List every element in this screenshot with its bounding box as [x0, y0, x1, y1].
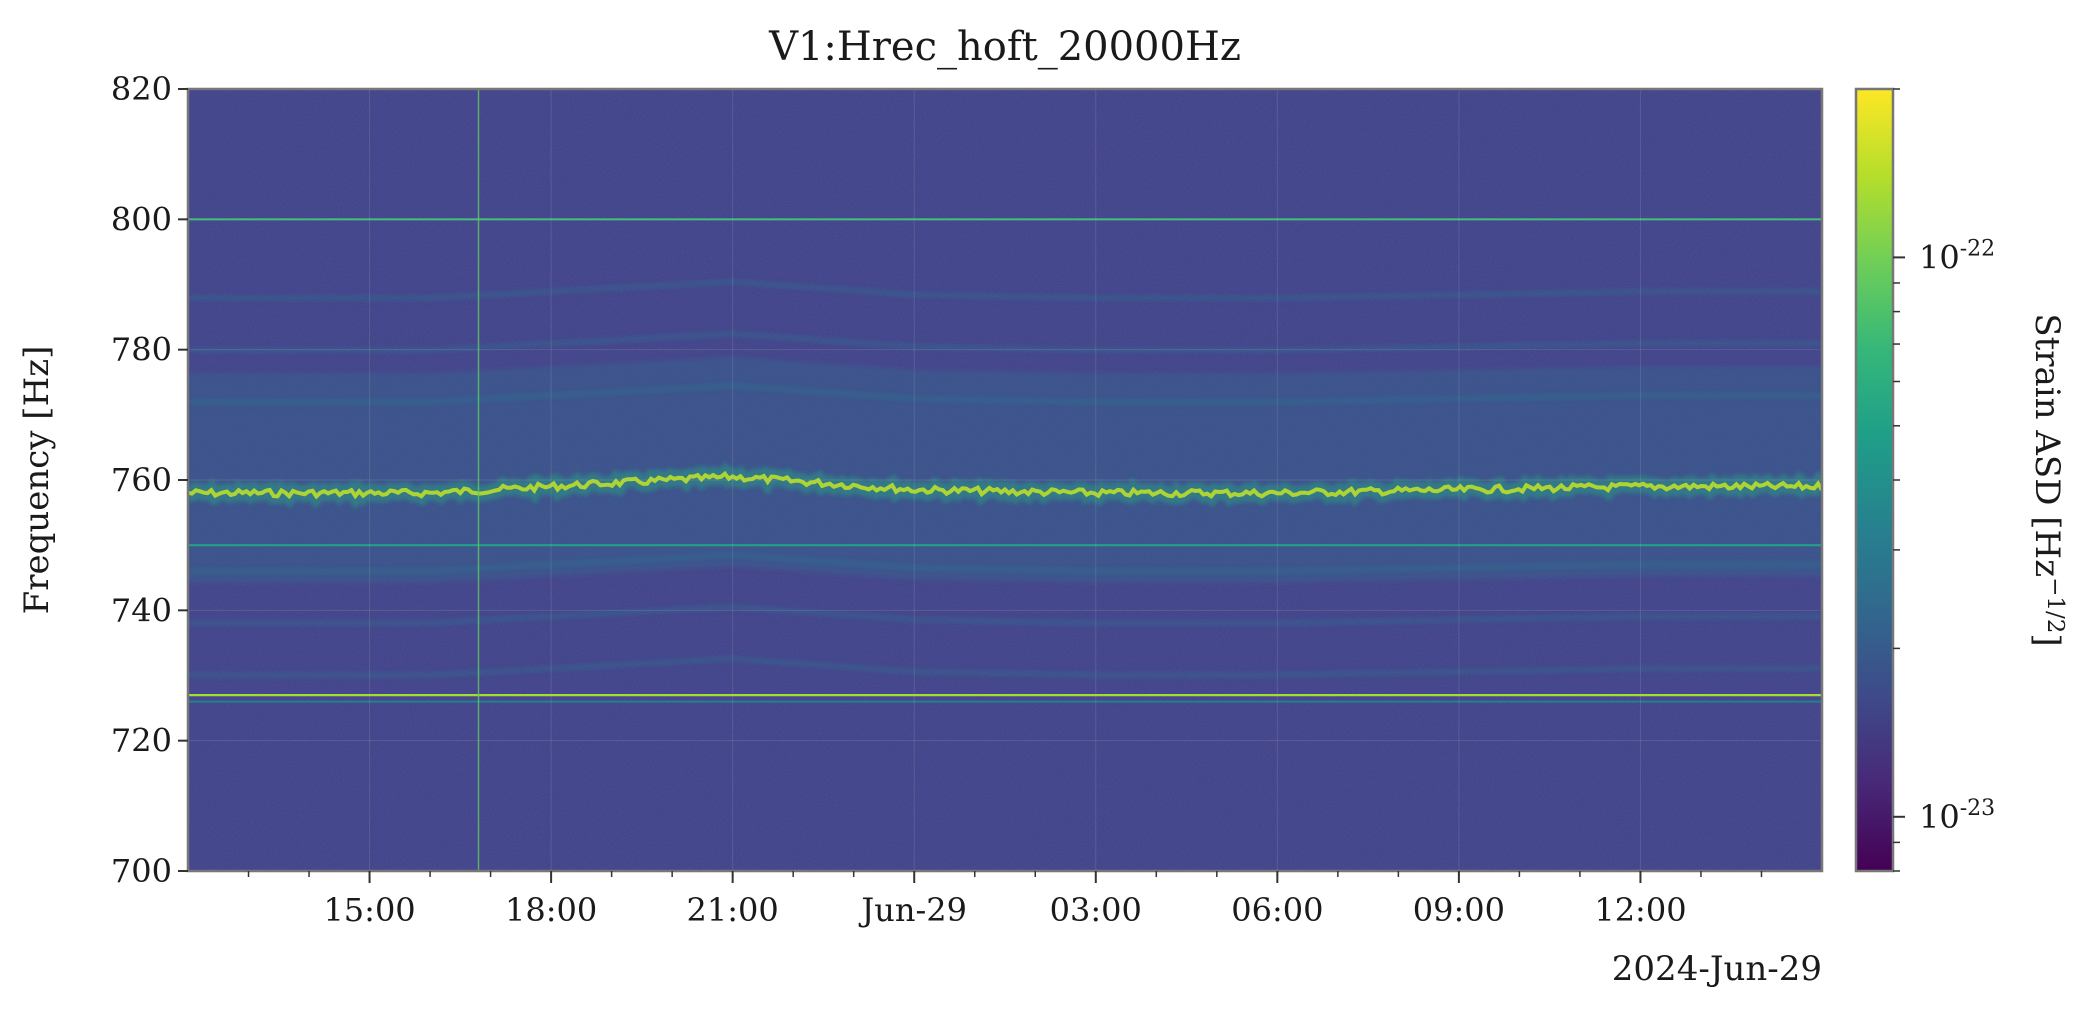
y-tick-label: 740 — [111, 591, 172, 629]
sideband-lines — [188, 279, 1822, 678]
x-tick-label: 21:00 — [687, 891, 779, 929]
y-tick-label: 720 — [111, 722, 172, 760]
modulation-band-area — [188, 356, 1822, 583]
sideband-line — [188, 331, 1822, 353]
sideband-line — [188, 552, 1822, 574]
y-axis-label: Frequency [Hz] — [17, 346, 57, 615]
x-tick-label: 18:00 — [505, 891, 597, 929]
modulation-band — [188, 356, 1822, 583]
colorbar-ticks: 10-23 10-22 — [1893, 88, 1995, 872]
x-tick-label: 06:00 — [1231, 891, 1323, 929]
sideband-line — [188, 604, 1822, 626]
colorbar-gradient — [1856, 89, 1893, 871]
y-tick-label: 780 — [111, 331, 172, 369]
wandering-line-core — [188, 470, 1822, 500]
x-tick-label: 15:00 — [323, 891, 415, 929]
chart-title: V1:Hrec_hoft_20000Hz — [768, 24, 1241, 70]
wandering-line — [188, 462, 1822, 510]
sideband-line — [188, 383, 1822, 405]
colorbar-label: Strain ASD [Hz−1/2] — [2027, 313, 2068, 646]
x-tick-label: 09:00 — [1413, 891, 1505, 929]
spectral-lines — [188, 218, 1822, 703]
sideband-line — [188, 656, 1822, 678]
y-axis: 700 720 740 760 780 800 820 — [111, 70, 188, 890]
x-axis: 15:00 18:00 21:00 Jun-29 03:00 06:00 09:00 12:0… — [247, 871, 1763, 929]
x-date-label: 2024-Jun-29 — [1612, 949, 1822, 989]
colorbar: 10-23 10-22 — [1854, 87, 1995, 873]
grid — [188, 89, 1822, 871]
sideband-line — [188, 279, 1822, 301]
colorbar-label-text: Strain ASD [Hz−1/2] — [2027, 313, 2068, 646]
y-tick-label: 760 — [111, 461, 172, 499]
colorbar-tick-label: 10-23 — [1919, 796, 1995, 836]
x-tick-label: Jun-29 — [858, 891, 967, 929]
y-tick-label: 820 — [111, 70, 172, 108]
x-tick-label: 12:00 — [1594, 891, 1686, 929]
colorbar-tick-label: 10-22 — [1919, 236, 1995, 276]
y-tick-label: 800 — [111, 200, 172, 238]
plot-area — [188, 89, 1822, 871]
x-tick-label: 03:00 — [1050, 891, 1142, 929]
y-tick-label: 700 — [111, 852, 172, 890]
